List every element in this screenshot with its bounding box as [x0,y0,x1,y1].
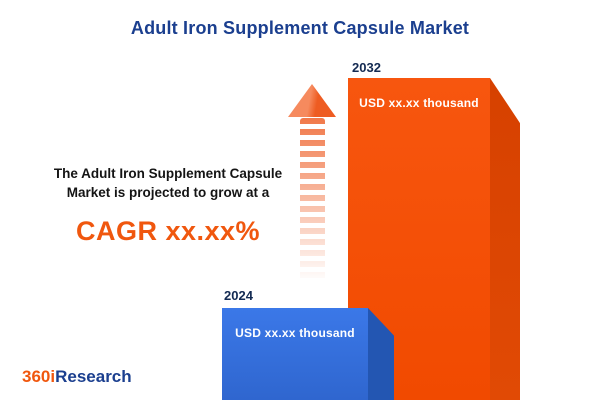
bar-2024-value-label: USD xx.xx thousand [235,326,355,340]
bar-2032-side [490,78,520,400]
description-line-1: The Adult Iron Supplement Capsule [53,166,283,181]
growth-arrow-fade [298,118,327,288]
bar-2032-value-label: USD xx.xx thousand [359,96,479,110]
logo-part-research: Research [55,367,132,386]
logo: 360iResearch [22,367,132,387]
cagr-text: CAGR xx.xx% [75,215,261,246]
logo-part-360i: 360i [22,367,56,386]
growth-arrow-up-icon [288,84,336,117]
description-line-2: Market is projected to grow at a [66,184,270,200]
page-title: Adult Iron Supplement Capsule Market [130,18,470,38]
market-description: The Adult Iron Supplement Capsule Market… [18,165,318,251]
bar-2032-year-label: 2032 [352,60,381,75]
bar-2024-front [222,308,368,400]
bar-2024-year-label: 2024 [224,288,253,303]
